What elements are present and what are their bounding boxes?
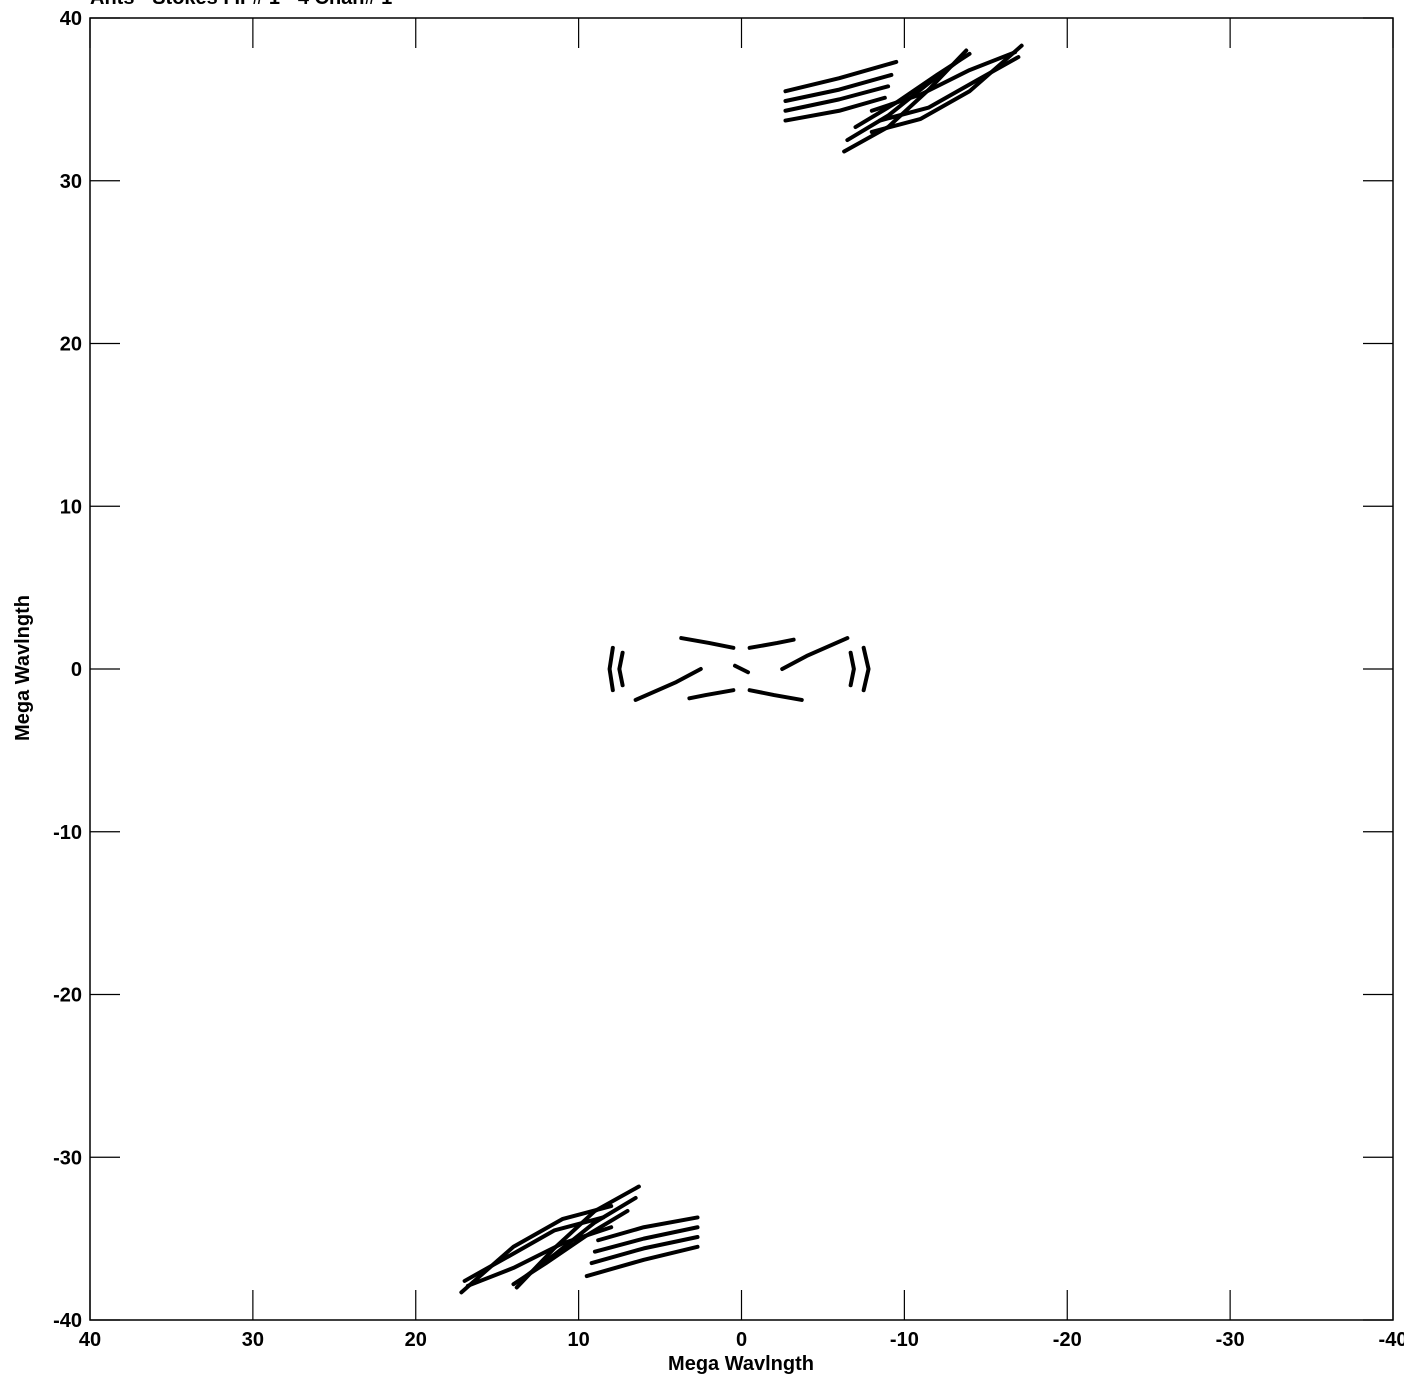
uv-track [592,1225,700,1254]
y-axis-label: Mega Wavlngth [12,595,34,741]
uv-track [861,645,871,693]
y-tick-label: -10 [53,822,82,844]
uv-track [584,1244,700,1279]
uv-track [732,663,751,675]
x-tick-label: -30 [1216,1329,1245,1351]
uv-track [783,59,899,94]
uv-track [783,72,894,104]
y-tick-label: 30 [60,171,82,193]
uv-track [589,1235,700,1266]
x-axis-label: Mega Wavlngth [668,1353,814,1375]
x-tick-label: 20 [405,1329,427,1351]
uv-track [462,1215,606,1283]
chart-title: Ants - Stokes I IF# 1 - 4 Chan# 1 [90,0,392,9]
x-tick-label: -10 [890,1329,919,1351]
x-tick-label: -20 [1053,1329,1082,1351]
y-tick-label: 40 [60,8,82,30]
y-tick-label: 20 [60,334,82,356]
uv-track [679,636,736,650]
y-tick-label: -40 [53,1310,82,1332]
uv-track [783,84,891,113]
uv-track [877,55,1021,123]
uv-track [465,1225,614,1288]
uv-track [607,645,615,693]
x-tick-label: 0 [736,1329,747,1351]
y-tick-label: -20 [53,985,82,1007]
uv-track [687,688,736,701]
x-tick-label: 30 [242,1329,264,1351]
uv-track [633,667,703,702]
uv-track [747,688,804,702]
uv-track [848,650,856,688]
x-tick-label: -40 [1379,1329,1404,1351]
uv-track [853,51,972,130]
uv-track [783,95,887,123]
x-tick-label: 40 [79,1329,101,1351]
uv-track [511,1208,630,1287]
uv-track [596,1215,700,1243]
uv-track [747,637,796,650]
uv-track [869,50,1018,113]
y-tick-label: 0 [71,659,82,681]
uv-track [780,636,850,671]
y-tick-label: 10 [60,496,82,518]
x-tick-label: 10 [568,1329,590,1351]
uv-track [617,650,625,688]
y-tick-label: -30 [53,1147,82,1169]
